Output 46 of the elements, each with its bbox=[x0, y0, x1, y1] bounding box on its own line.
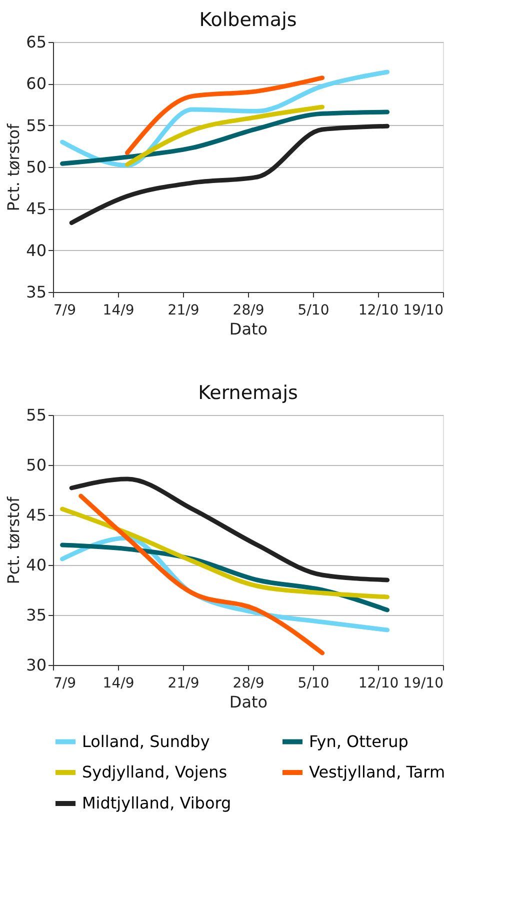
y-tick-label: 30 bbox=[26, 656, 46, 674]
x-tick-label: 19/10 bbox=[403, 676, 444, 692]
chart-title: Kolbemajs bbox=[199, 9, 297, 31]
legend-label: Lolland, Sundby bbox=[82, 732, 210, 751]
line-series bbox=[60, 70, 390, 168]
y-tick-label: 50 bbox=[26, 456, 46, 474]
x-tick-label: 21/9 bbox=[168, 676, 200, 692]
line-series bbox=[125, 104, 325, 167]
line-series bbox=[78, 494, 325, 656]
legend-label: Fyn, Otterup bbox=[309, 732, 408, 751]
y-tick-label: 60 bbox=[26, 74, 46, 94]
line-series bbox=[69, 476, 390, 582]
x-tick-label: 12/10 bbox=[358, 302, 399, 318]
line-series bbox=[60, 506, 390, 600]
x-tick-label: 28/9 bbox=[232, 302, 264, 318]
x-tick-label: 5/10 bbox=[298, 302, 330, 318]
legend-label: Midtjylland, Viborg bbox=[82, 794, 232, 812]
x-tick-label: 21/9 bbox=[168, 302, 200, 318]
x-tick-label: 14/9 bbox=[102, 302, 134, 318]
legend-label: Sydjylland, Vojens bbox=[82, 762, 228, 782]
x-axis-title: Dato bbox=[229, 692, 268, 712]
y-axis-title: Pct. tørstof bbox=[4, 496, 24, 584]
y-axis-title: Pct. tørstof bbox=[4, 123, 24, 212]
y-tick-label: 40 bbox=[26, 240, 46, 260]
x-tick-label: 5/10 bbox=[298, 676, 330, 692]
y-tick-label: 65 bbox=[26, 32, 46, 52]
line-series bbox=[125, 76, 325, 156]
y-tick-label: 50 bbox=[26, 158, 46, 176]
x-tick-label: 14/9 bbox=[102, 676, 134, 692]
x-tick-label: 7/9 bbox=[54, 676, 76, 692]
y-tick-label: 35 bbox=[26, 282, 46, 302]
line-series bbox=[60, 110, 390, 166]
x-tick-label: 19/10 bbox=[403, 302, 444, 318]
line-series bbox=[69, 124, 390, 226]
y-tick-label: 45 bbox=[26, 506, 46, 524]
chart-title: Kernemajs bbox=[198, 382, 298, 404]
y-tick-label: 35 bbox=[26, 606, 46, 624]
x-axis-title: Dato bbox=[229, 320, 268, 338]
x-tick-label: 7/9 bbox=[54, 302, 76, 318]
y-tick-label: 55 bbox=[26, 116, 46, 135]
y-tick-label: 40 bbox=[26, 556, 46, 574]
x-tick-label: 12/10 bbox=[358, 676, 399, 692]
x-tick-label: 28/9 bbox=[232, 676, 264, 692]
y-tick-label: 45 bbox=[26, 199, 46, 218]
legend-label: Vestjylland, Tarm bbox=[309, 762, 446, 782]
y-tick-label: 55 bbox=[26, 406, 46, 424]
